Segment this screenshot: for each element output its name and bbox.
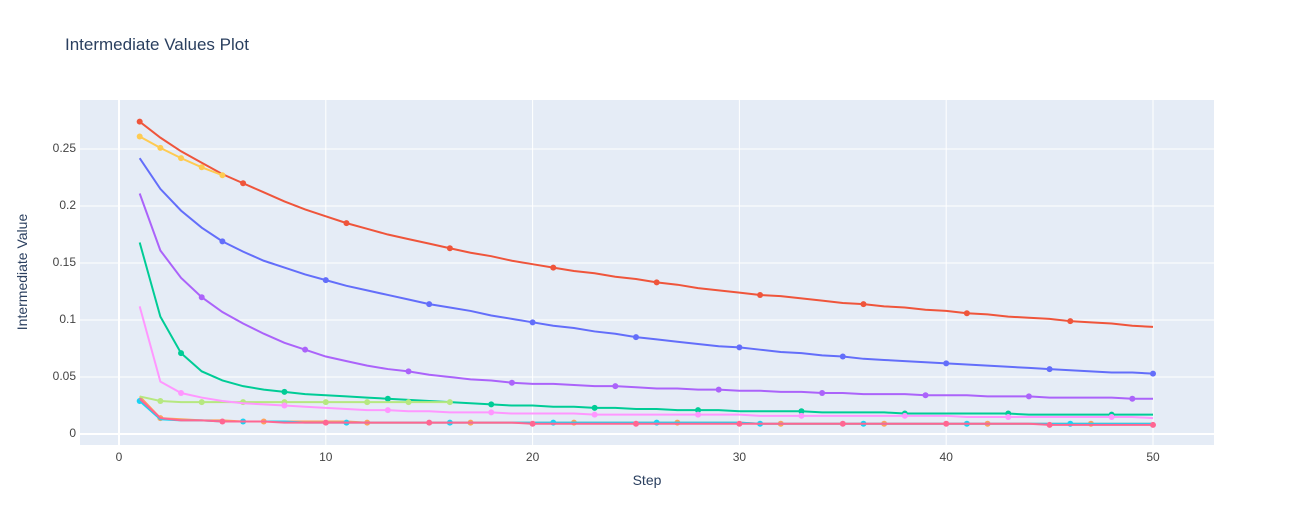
plot-area: [80, 100, 1214, 445]
data-point: [343, 220, 350, 227]
data-point: [1149, 421, 1156, 428]
data-point: [591, 404, 598, 411]
grid: [80, 100, 1214, 445]
data-point: [529, 319, 536, 326]
y-axis-title: Intermediate Value: [14, 214, 30, 331]
y-tick-label: 0.1: [59, 312, 76, 326]
data-point: [860, 301, 867, 308]
data-point: [281, 388, 288, 395]
series-group: [136, 118, 1156, 428]
data-point: [1149, 370, 1156, 377]
data-point: [405, 368, 412, 375]
series-line: [138, 242, 1153, 416]
data-point: [508, 379, 515, 386]
data-point: [157, 397, 164, 404]
y-tick-label: 0: [69, 426, 76, 440]
x-tick-label: 40: [940, 450, 954, 464]
data-point: [1129, 395, 1136, 402]
x-tick-label: 30: [733, 450, 747, 464]
data-point: [1025, 393, 1032, 400]
y-tick-label: 0.05: [53, 369, 77, 383]
data-point: [839, 353, 846, 360]
x-tick-label: 20: [526, 450, 540, 464]
x-tick-label: 50: [1146, 450, 1160, 464]
data-point: [757, 291, 764, 298]
data-point: [219, 418, 226, 425]
data-point: [322, 419, 329, 426]
data-point: [612, 383, 619, 390]
x-tick-label: 0: [116, 450, 123, 464]
y-tick-label: 0.2: [59, 198, 76, 212]
data-point: [219, 238, 226, 245]
data-point: [446, 245, 453, 252]
data-point: [653, 279, 660, 286]
x-tick-label: 10: [319, 450, 333, 464]
data-point: [178, 350, 185, 357]
series-line: [138, 306, 1154, 420]
data-point: [529, 420, 536, 427]
data-point: [322, 399, 329, 406]
data-point: [1067, 318, 1074, 325]
data-point: [302, 346, 309, 353]
data-point: [405, 399, 412, 406]
data-point: [963, 310, 970, 317]
series-line: [138, 397, 1153, 426]
series-line: [139, 395, 450, 404]
data-point: [322, 277, 329, 284]
data-point: [922, 392, 929, 399]
data-point: [384, 395, 391, 402]
data-point: [219, 172, 226, 179]
data-point: [136, 133, 143, 140]
series-line: [138, 157, 1154, 375]
data-point: [488, 401, 495, 408]
data-point: [1046, 421, 1053, 428]
data-point: [550, 264, 557, 271]
data-point: [632, 334, 639, 341]
data-point: [198, 164, 205, 171]
data-point: [198, 399, 205, 406]
data-point: [798, 408, 805, 415]
data-point: [364, 399, 371, 406]
data-point: [240, 180, 247, 187]
series-line: [138, 193, 1153, 400]
data-point: [1046, 366, 1053, 373]
data-point: [488, 409, 495, 416]
data-point: [1108, 413, 1115, 420]
data-point: [157, 144, 164, 151]
data-point: [178, 155, 185, 162]
chart-title: Intermediate Values Plot: [65, 35, 249, 54]
data-point: [798, 412, 805, 419]
data-point: [632, 420, 639, 427]
y-tick-label: 0.15: [53, 255, 77, 269]
data-point: [736, 344, 743, 351]
data-point: [819, 390, 826, 397]
data-point: [839, 420, 846, 427]
data-point: [136, 118, 143, 125]
data-point: [695, 411, 702, 418]
data-point: [695, 407, 702, 414]
x-axis-title: Step: [633, 472, 662, 488]
data-point: [426, 419, 433, 426]
data-point: [901, 412, 908, 419]
data-point: [591, 411, 598, 418]
series-line: [139, 120, 1154, 328]
data-point: [943, 360, 950, 367]
data-point: [715, 386, 722, 393]
data-point: [426, 301, 433, 308]
data-point: [178, 390, 185, 397]
data-point: [1005, 413, 1012, 420]
data-point: [198, 294, 205, 301]
data-point: [736, 420, 743, 427]
data-point: [281, 402, 288, 409]
y-tick-label: 0.25: [53, 141, 77, 155]
data-point: [384, 407, 391, 414]
data-point: [943, 420, 950, 427]
data-point: [446, 399, 453, 406]
